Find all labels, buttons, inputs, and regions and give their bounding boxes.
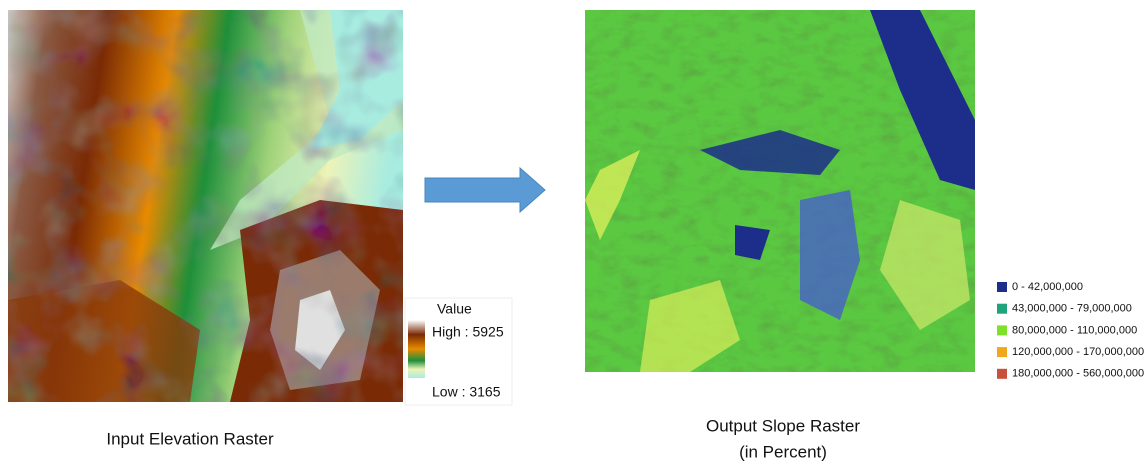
legend-label: 120,000,000 - 170,000,000 xyxy=(1012,346,1144,358)
diagram: Value High : 5925 Low : 3165 0 - 42,000,… xyxy=(0,0,1147,466)
legend-swatch xyxy=(997,369,1007,379)
output-caption: (in Percent) xyxy=(739,442,827,461)
input-caption: Input Elevation Raster xyxy=(106,429,274,448)
legend-label: 180,000,000 - 560,000,000 xyxy=(1012,368,1144,380)
legend-swatch xyxy=(997,325,1007,335)
legend-label: 0 - 42,000,000 xyxy=(1012,281,1083,293)
elevation-legend: Value High : 5925 Low : 3165 xyxy=(405,298,512,405)
legend-label: 80,000,000 - 110,000,000 xyxy=(1012,324,1137,336)
legend-swatch xyxy=(997,347,1007,357)
slope-raster xyxy=(585,10,975,372)
legend-label: 43,000,000 - 79,000,000 xyxy=(1012,303,1132,315)
legend-low: Low : 3165 xyxy=(432,384,501,400)
legend-swatch xyxy=(997,282,1007,292)
elevation-raster xyxy=(8,10,403,402)
legend-swatch xyxy=(997,304,1007,314)
color-ramp xyxy=(408,320,425,378)
slope-legend: 0 - 42,000,000 43,000,000 - 79,000,000 80,… xyxy=(997,281,1144,380)
arrow xyxy=(425,168,545,212)
figure: Value High : 5925 Low : 3165 0 - 42,000,… xyxy=(0,0,1147,466)
legend-high: High : 5925 xyxy=(432,324,504,340)
output-caption: Output Slope Raster xyxy=(706,416,860,435)
legend-title: Value xyxy=(437,301,472,317)
